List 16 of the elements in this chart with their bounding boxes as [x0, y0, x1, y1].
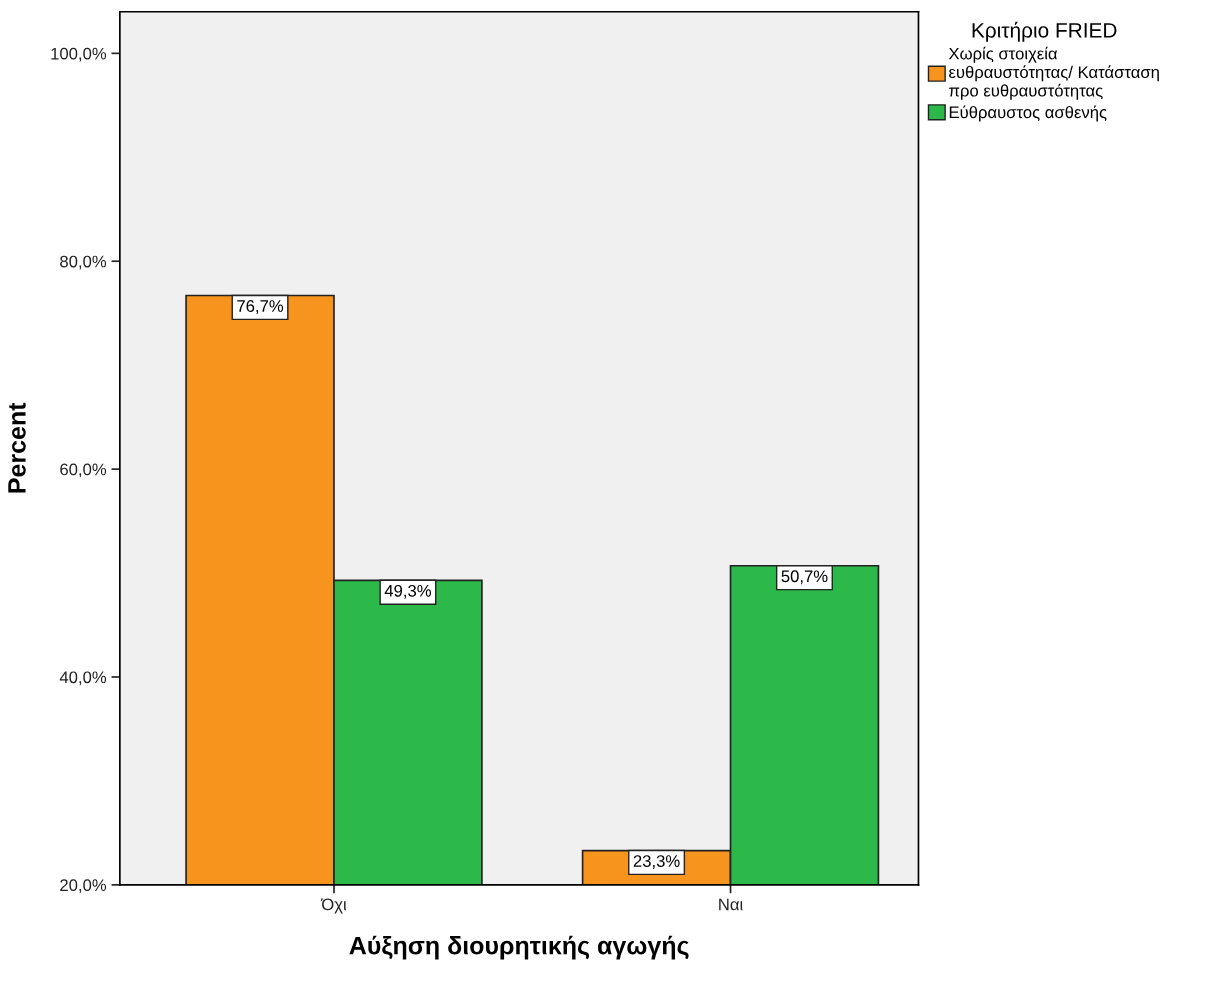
- x-tick-label: Όχι: [320, 898, 347, 914]
- y-tick-label: 40,0%: [59, 671, 107, 686]
- y-axis-title: Percent: [8, 402, 26, 493]
- legend-label: Εύθραυστος ασθενής: [949, 105, 1107, 122]
- data-label: 76,7%: [237, 300, 284, 314]
- y-tick-label: 80,0%: [60, 255, 107, 270]
- y-tick-label: 100,0%: [51, 47, 107, 62]
- data-label: 50,7%: [781, 570, 828, 585]
- x-tick-label: Ναι: [719, 898, 743, 911]
- legend-label: Χωρίς στοιχεία ευθραυστότητας/ Κατάσταση προ ευθραυστότητας: [948, 46, 1159, 100]
- legend-title: Κριτήριο FRIED: [972, 21, 1117, 42]
- y-tick-label: 60,0%: [60, 463, 107, 478]
- x-axis-title: Αύξηση διουρητικής αγωγής: [349, 935, 689, 960]
- data-label: 23,3%: [633, 855, 680, 869]
- data-label: 49,3%: [384, 584, 431, 599]
- y-tick-label: 20,0%: [60, 879, 107, 894]
